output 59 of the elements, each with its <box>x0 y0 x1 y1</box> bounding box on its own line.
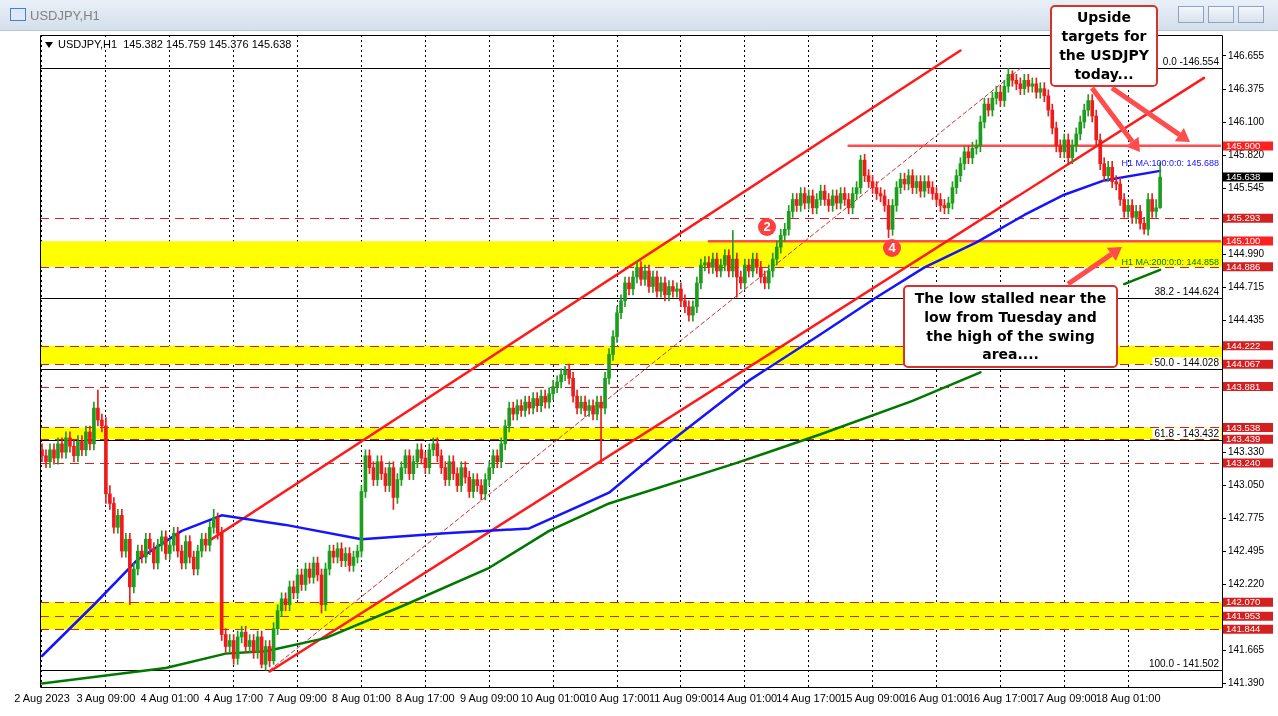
y-tick-label: 142.495 <box>1228 545 1265 557</box>
annotation: The low stalled near the low from Tuesday and the high of the swing area.... <box>903 285 1118 368</box>
y-tick-label: 146.375 <box>1228 82 1265 94</box>
x-tick-label: 8 Aug 17:00 <box>395 691 455 704</box>
x-tick-label: 9 Aug 09:00 <box>459 691 519 704</box>
ref-line-label: 141.844 <box>1226 623 1261 635</box>
x-tick-label: 10 Aug 01:00 <box>520 691 586 704</box>
annotation: 0.0 -146.554 <box>1162 55 1220 67</box>
y-tick-label: 144.715 <box>1228 280 1265 292</box>
ref-line-label: 141.953 <box>1226 610 1261 622</box>
y-tick-label: 144.435 <box>1228 314 1265 326</box>
y-tick-label: 143.330 <box>1228 445 1265 457</box>
annotation: 4 <box>883 239 901 257</box>
annotation: 61.8 - 143.432 <box>1154 427 1220 439</box>
y-tick-label: 142.220 <box>1228 578 1265 590</box>
series-label: H1 MA:100:0:0: 145.688 <box>1121 157 1219 168</box>
y-tick-label: 141.390 <box>1228 677 1265 689</box>
chart-title: USDJPY,H1 <box>30 8 100 23</box>
ref-line-label: 145.293 <box>1226 212 1261 224</box>
ref-line-label: 144.067 <box>1226 358 1261 370</box>
y-tick-label: 145.820 <box>1228 149 1265 161</box>
y-tick-label: 146.655 <box>1228 49 1265 61</box>
y-tick-label: 141.665 <box>1228 644 1265 656</box>
chart-subtitle: USDJPY,H1 145.382 145.759 145.376 145.638 <box>56 38 294 50</box>
x-tick-label: 3 Aug 09:00 <box>76 691 136 704</box>
x-tick-label: 4 Aug 17:00 <box>204 691 264 704</box>
ref-line-label: 144.222 <box>1226 339 1261 351</box>
ref-line-label: 144.886 <box>1226 260 1261 272</box>
x-tick-label: 8 Aug 01:00 <box>332 691 391 704</box>
y-tick-label: 146.100 <box>1228 115 1265 127</box>
ref-line-label: 143.439 <box>1226 433 1261 445</box>
annotation: 100.0 - 141.502 <box>1148 657 1220 669</box>
y-tick-label: 143.050 <box>1228 479 1265 491</box>
ref-line-label: 143.240 <box>1226 457 1261 469</box>
x-tick-label: 15 Aug 09:00 <box>840 691 906 704</box>
y-tick-label: 144.990 <box>1228 248 1265 260</box>
x-tick-label: 2 Aug 2023 <box>14 691 70 704</box>
ref-line-label: 143.881 <box>1226 380 1261 392</box>
annotation: Upside targets for the USDJPY today... <box>1050 5 1158 87</box>
annotation: 2 <box>758 218 776 236</box>
series-label: H1 MA:200:0:0: 144.858 <box>1121 256 1219 267</box>
annotation: 38.2 - 144.624 <box>1154 285 1220 297</box>
x-tick-label: 16 Aug 01:00 <box>904 691 969 704</box>
x-tick-label: 14 Aug 01:00 <box>712 691 778 704</box>
x-tick-label: 4 Aug 01:00 <box>140 691 200 704</box>
x-tick-label: 14 Aug 17:00 <box>776 691 842 704</box>
x-tick-label: 7 Aug 09:00 <box>268 691 327 704</box>
x-tick-label: 17 Aug 09:00 <box>1031 691 1097 704</box>
text: 145.900 <box>1226 140 1261 152</box>
annotation: 50.0 - 144.028 <box>1154 356 1220 368</box>
ref-line-label: 143.538 <box>1226 421 1261 433</box>
text: 145.100 <box>1226 235 1261 247</box>
x-tick-label: 11 Aug 09:00 <box>648 691 713 704</box>
y-tick-label: 142.775 <box>1228 512 1265 524</box>
x-tick-label: 10 Aug 17:00 <box>584 691 650 704</box>
text: 145.638 <box>1226 171 1261 183</box>
y-tick-label: 145.545 <box>1228 181 1265 193</box>
ref-line-label: 142.070 <box>1226 596 1261 608</box>
x-tick-label: 18 Aug 01:00 <box>1095 691 1161 704</box>
